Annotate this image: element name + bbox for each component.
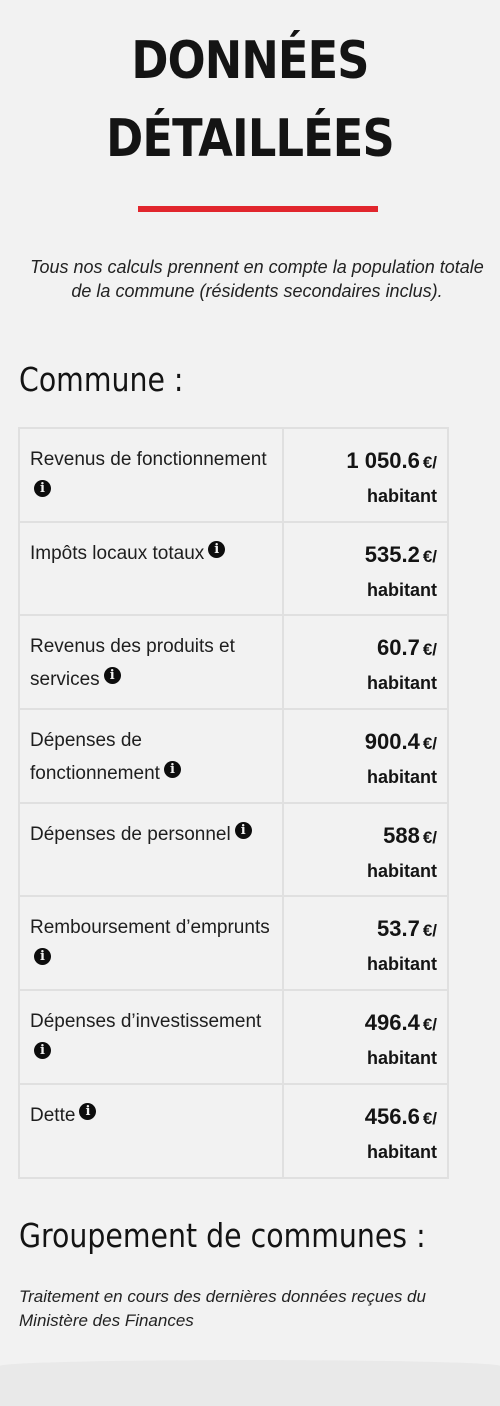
row-label-cell: Dette i (20, 1084, 284, 1177)
per-unit: habitant (367, 1141, 437, 1162)
currency-unit: €/ (422, 827, 437, 847)
row-value: 588 (383, 822, 420, 848)
info-circle-icon[interactable]: i (234, 821, 252, 839)
row-value-cell: 53.7 €/ habitant (284, 897, 447, 989)
row-label-cell: Impôts locaux totaux i (20, 522, 284, 615)
per-unit: habitant (367, 860, 437, 881)
per-unit: habitant (367, 767, 437, 788)
currency-unit: €/ (422, 640, 437, 660)
row-label: Dépenses d’investissement (30, 1011, 262, 1033)
table-row: Dépenses de personnel i 588 €/ habitant (20, 803, 447, 898)
row-label: Remboursement d’emprunts (30, 917, 270, 939)
row-label: Dépenses de personnel (30, 823, 231, 845)
row-label-cell: Revenus de fonctionnement i (20, 429, 284, 521)
table-row: Dette i 456.6 €/ habitant (20, 1084, 447, 1179)
row-value-cell: 535.2 €/ habitant (284, 523, 447, 615)
info-circle-icon[interactable]: i (208, 540, 226, 558)
commune-data-table: Revenus de fonctionnementi 1 050.6 €/ hab… (18, 427, 449, 1179)
groupement-heading: Groupement de communes : (19, 1216, 426, 1255)
info-circle-icon[interactable]: i (34, 1042, 51, 1060)
row-label-cell: Remboursement d’emprunts i (20, 897, 284, 990)
page-title: DONNÉES DÉTAILLÉES (35, 22, 465, 178)
title-accent-divider (138, 206, 378, 212)
row-value: 496.4 (364, 1010, 420, 1036)
row-label: Impôts locaux totaux (30, 542, 205, 564)
currency-unit: €/ (422, 734, 437, 754)
row-value: 900.4 (364, 729, 420, 755)
row-value-cell: 60.7 €/ habitant (284, 616, 447, 708)
table-row: Revenus de fonctionnement i 1 050.6 €/ hab… (20, 429, 447, 523)
per-unit: habitant (367, 1048, 437, 1069)
row-label-cell: Dépenses d’investissement i (20, 991, 284, 1083)
row-value-cell: 456.6 €/ habitant (284, 1085, 447, 1177)
commune-heading: Commune : (19, 360, 184, 399)
per-unit: habitant (367, 673, 437, 694)
row-value: 53.7 (376, 916, 420, 942)
row-label: Dépenses de fonctionnement (30, 730, 160, 785)
table-row: Dépenses d’investissement i 496.4 €/ habit… (20, 991, 447, 1085)
row-value: 60.7 (376, 635, 420, 661)
info-circle-icon[interactable]: i (163, 761, 181, 779)
info-circle-icon[interactable]: i (103, 667, 121, 685)
info-circle-icon[interactable]: i (79, 1102, 97, 1120)
row-label: Revenus de fonctionnement (30, 449, 267, 470)
groupement-note: Traitement en cours des dernières donnée… (19, 1287, 426, 1330)
row-value: 1 050.6 (346, 448, 420, 473)
row-label: Revenus des produits et services (30, 636, 235, 691)
info-circle-icon[interactable]: i (34, 948, 51, 966)
row-label-cell: Dépenses de fonctionnement i (20, 710, 284, 802)
table-row: Revenus des produits et services i 60.7 €/… (20, 616, 447, 711)
row-value: 535.2 (364, 541, 420, 567)
per-unit: habitant (367, 486, 437, 506)
currency-unit: €/ (422, 546, 437, 566)
intro-note: Tous nos calculs prennent en compte la p… (30, 257, 484, 301)
per-unit: habitant (367, 954, 437, 975)
table-row: Dépenses de fonctionnement i 900.4 €/ habi… (20, 710, 447, 804)
per-unit: habitant (367, 579, 437, 600)
row-value-cell: 588 €/ habitant (284, 804, 447, 896)
row-label-cell: Revenus des produits et services i (20, 616, 284, 709)
row-value-cell: 900.4 €/ habitant (284, 710, 447, 802)
table-row: Impôts locaux totaux i 535.2 €/ habitant (20, 522, 447, 617)
currency-unit: €/ (422, 453, 437, 472)
chevron-down-icon (242, 1388, 274, 1398)
row-value: 456.6 (364, 1103, 420, 1129)
row-label-cell: Dépenses de personnel i (20, 803, 284, 896)
info-circle-icon[interactable]: i (34, 480, 51, 497)
bottom-panel (0, 1360, 500, 1406)
page-title-line-1: DONNÉES (131, 31, 369, 91)
page-title-line-2: DÉTAILLÉES (106, 109, 395, 169)
row-value-cell: 496.4 €/ habitant (284, 991, 447, 1083)
row-value-cell: 1 050.6 €/ habitant (284, 429, 447, 521)
currency-unit: €/ (422, 1108, 437, 1128)
row-label: Dette (30, 1104, 76, 1126)
table-row: Remboursement d’emprunts i 53.7 €/ habitan… (20, 897, 447, 992)
currency-unit: €/ (422, 1015, 437, 1035)
currency-unit: €/ (422, 921, 437, 941)
